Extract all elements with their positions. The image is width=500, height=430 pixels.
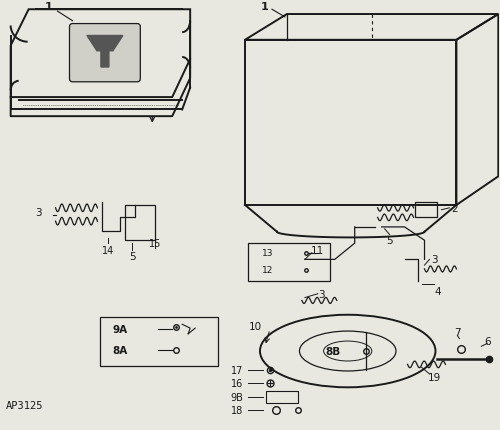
Text: 5: 5 [386, 236, 393, 246]
Text: 8A: 8A [112, 345, 128, 355]
Text: 3: 3 [36, 207, 42, 217]
Text: 9B: 9B [230, 392, 243, 402]
Text: 1: 1 [44, 3, 52, 12]
Text: 17: 17 [230, 365, 243, 375]
Text: 6: 6 [484, 337, 490, 347]
Text: 8B: 8B [325, 346, 340, 356]
Text: 7: 7 [454, 327, 460, 337]
Text: 9A: 9A [112, 324, 128, 334]
Text: 14: 14 [102, 245, 115, 255]
Text: 1: 1 [261, 3, 269, 12]
FancyBboxPatch shape [70, 25, 140, 83]
Text: 18: 18 [231, 405, 243, 415]
Text: 11: 11 [311, 245, 324, 255]
Text: 12: 12 [262, 266, 274, 275]
Text: 3: 3 [431, 255, 438, 265]
Polygon shape [87, 37, 123, 68]
Text: 13: 13 [262, 249, 274, 258]
Text: 5: 5 [129, 251, 136, 261]
Text: 4: 4 [434, 286, 441, 296]
Text: 15: 15 [149, 239, 162, 249]
Text: 19: 19 [428, 372, 441, 382]
Text: 16: 16 [231, 378, 243, 389]
Text: 3: 3 [318, 289, 325, 299]
Text: 2: 2 [451, 203, 458, 213]
Text: AP3125: AP3125 [6, 400, 43, 411]
Text: 10: 10 [248, 322, 262, 332]
